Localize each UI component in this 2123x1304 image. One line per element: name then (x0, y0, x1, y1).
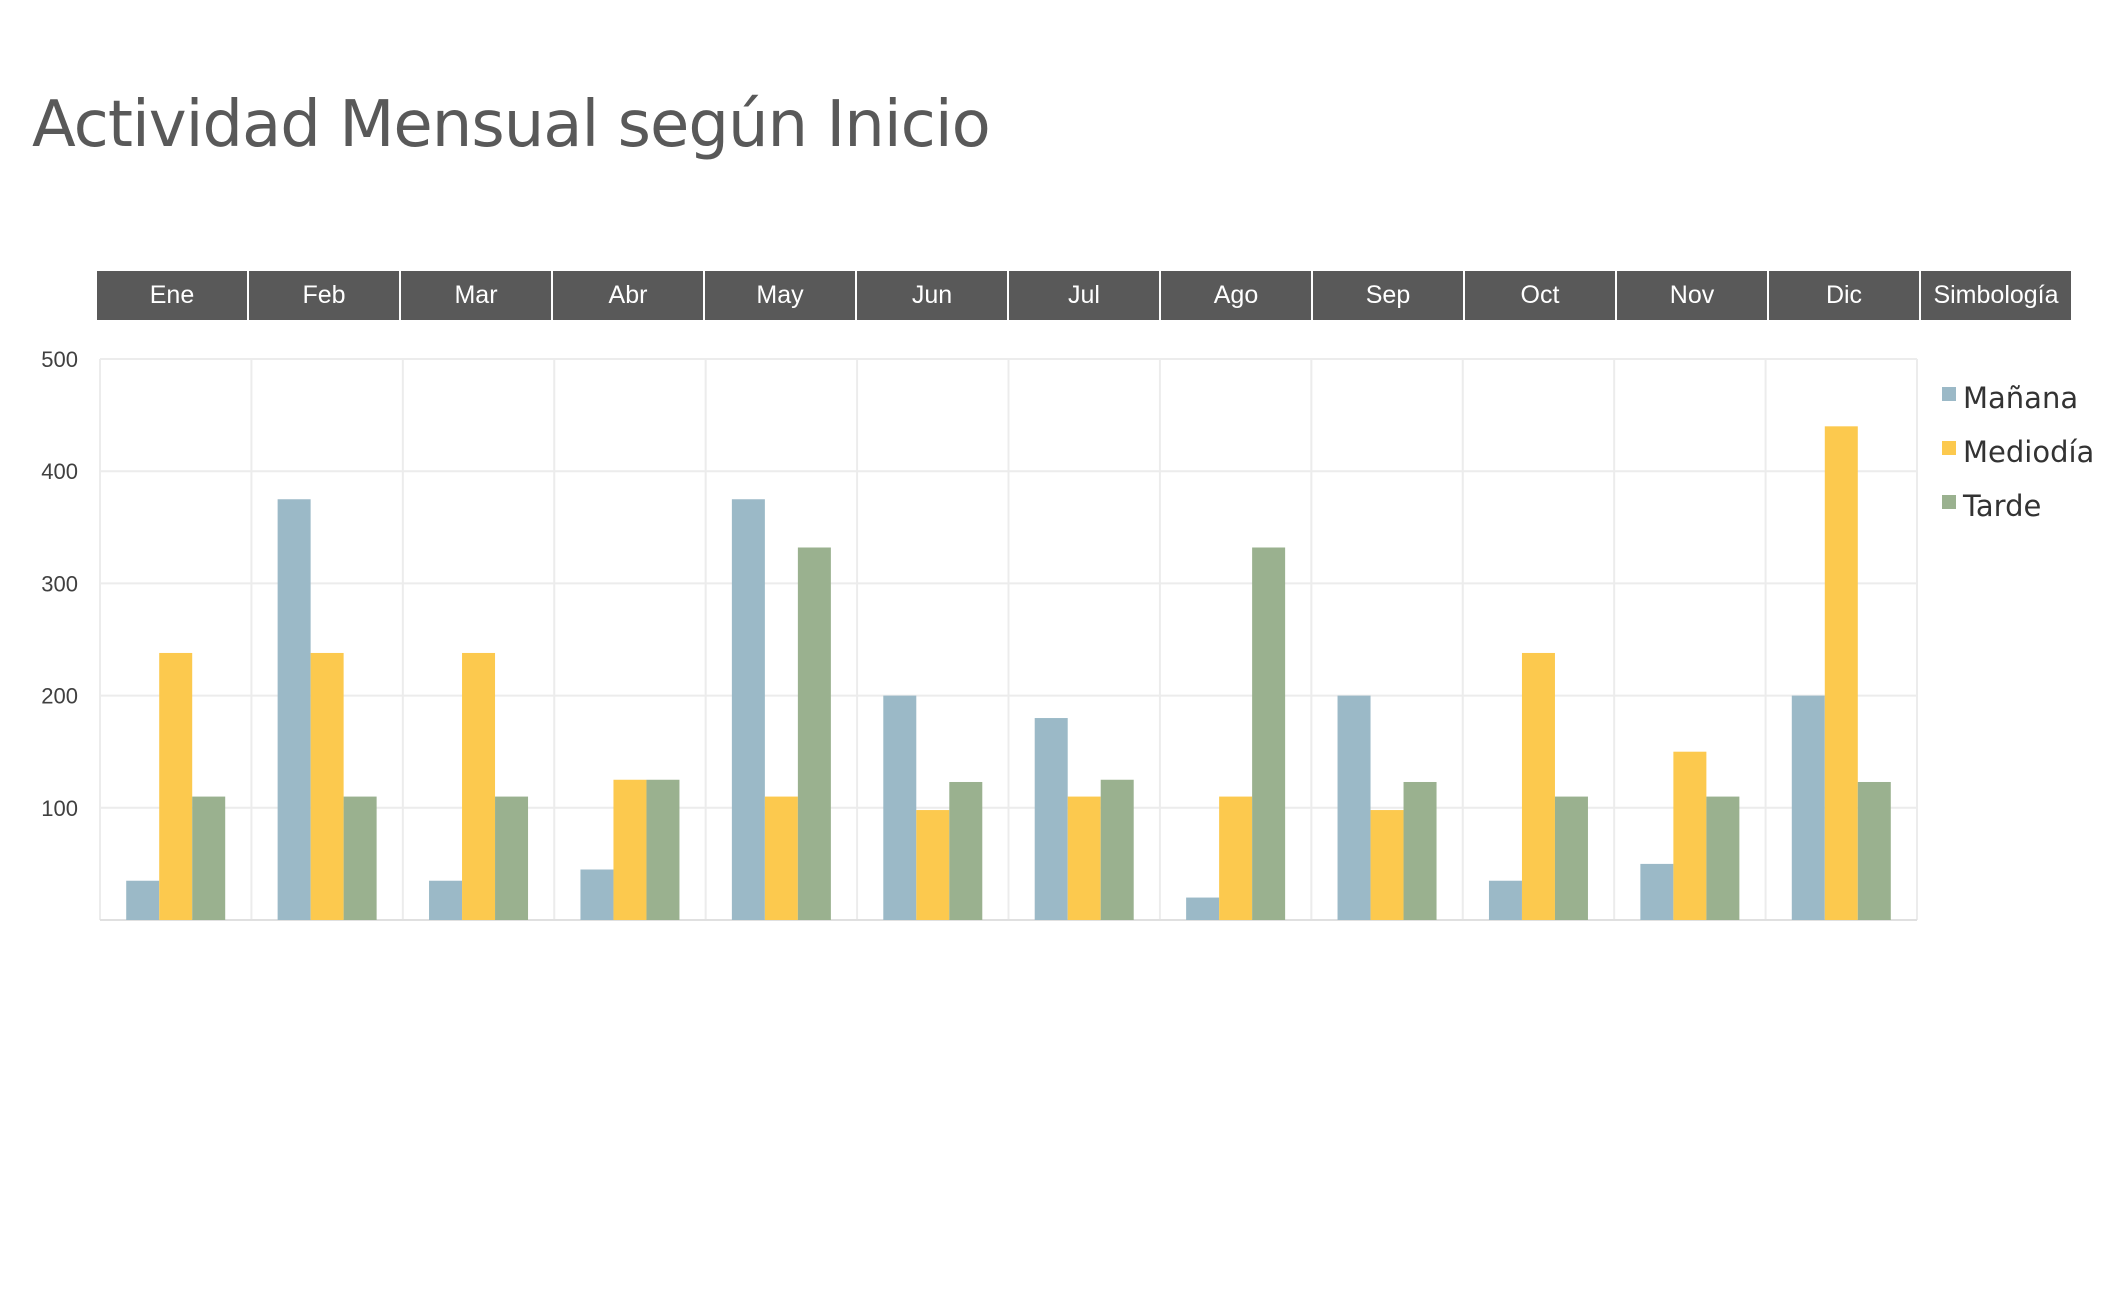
bar-ene-0 (126, 880, 160, 920)
bar-nov-2 (1706, 796, 1740, 920)
header-month-jun: Jun (857, 271, 1007, 320)
bar-sep-2 (1403, 781, 1437, 920)
header-month-feb: Feb (249, 271, 399, 320)
bar-ene-2 (192, 796, 226, 920)
y-axis-ticks: 100 200 300 400 500 (41, 347, 78, 821)
y-tick-label: 400 (41, 459, 78, 484)
bar-dic-1 (1824, 426, 1858, 920)
legend-swatch (1942, 387, 1956, 401)
header-month-sep: Sep (1313, 271, 1463, 320)
bar-jun-2 (949, 781, 983, 920)
bar-jul-1 (1067, 796, 1101, 920)
grid-lines (99, 358, 1918, 921)
bar-mar-0 (429, 880, 463, 920)
legend-swatch (1942, 495, 1956, 509)
header-month-mar: Mar (401, 271, 551, 320)
y-tick-label: 200 (41, 684, 78, 709)
bar-may-2 (797, 547, 831, 920)
legend: Mañana Mediodía Tarde (1942, 381, 2094, 523)
header-month-ago: Ago (1161, 271, 1311, 320)
header-legend-title: Simbología (1921, 271, 2071, 320)
bar-jul-2 (1100, 779, 1134, 920)
bars (126, 426, 1891, 920)
legend-swatch (1942, 441, 1956, 455)
bar-dic-0 (1791, 695, 1825, 920)
bar-nov-0 (1640, 863, 1674, 920)
chart-title: Actividad Mensual según Inicio (32, 88, 991, 162)
bar-abr-0 (580, 869, 614, 920)
bar-abr-2 (646, 779, 680, 920)
bar-may-0 (731, 499, 765, 920)
legend-label: Mañana (1963, 381, 2078, 415)
bar-ago-1 (1219, 796, 1253, 920)
header-month-ene: Ene (97, 271, 247, 320)
bar-abr-1 (613, 779, 647, 920)
header-month-may: May (705, 271, 855, 320)
bar-mar-1 (462, 652, 496, 920)
bar-oct-0 (1488, 880, 1522, 920)
header-month-dic: Dic (1769, 271, 1919, 320)
y-tick-label: 500 (41, 347, 78, 372)
header-month-oct: Oct (1465, 271, 1615, 320)
bar-ene-1 (159, 652, 193, 920)
bar-jul-0 (1034, 718, 1068, 920)
header-month-abr: Abr (553, 271, 703, 320)
header-month-nov: Nov (1617, 271, 1767, 320)
bar-sep-1 (1370, 810, 1404, 920)
bar-ago-0 (1186, 897, 1220, 920)
legend-label: Tarde (1962, 489, 2041, 523)
bar-nov-1 (1673, 751, 1707, 920)
bar-dic-2 (1857, 781, 1891, 920)
bar-feb-1 (310, 652, 344, 920)
y-tick-label: 100 (41, 796, 78, 821)
legend-label: Mediodía (1963, 435, 2094, 469)
bar-feb-2 (343, 796, 377, 920)
bar-oct-2 (1554, 796, 1588, 920)
bar-oct-1 (1521, 652, 1555, 920)
bar-sep-0 (1337, 695, 1371, 920)
y-tick-label: 300 (41, 571, 78, 596)
bar-jun-1 (916, 810, 950, 920)
bar-ago-2 (1252, 547, 1286, 920)
header-month-jul: Jul (1009, 271, 1159, 320)
bar-feb-0 (277, 499, 311, 920)
bar-mar-2 (495, 796, 529, 920)
bar-jun-0 (883, 695, 917, 920)
bar-may-1 (764, 796, 798, 920)
